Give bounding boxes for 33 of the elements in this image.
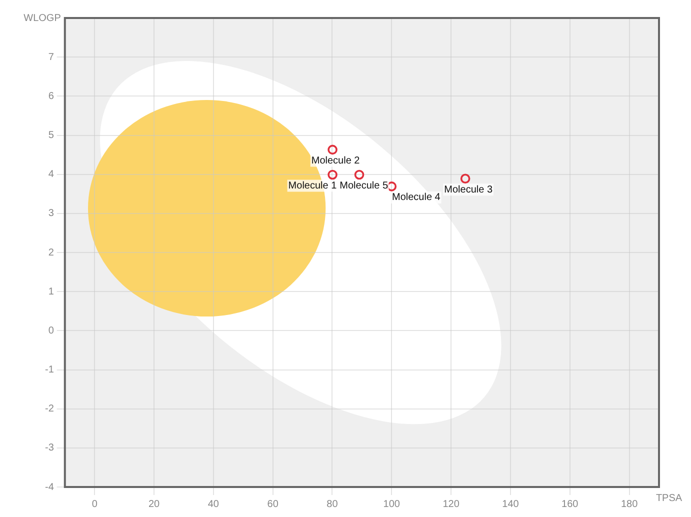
x-tick-label: 140 — [502, 498, 520, 510]
annotation: Molecule 3 — [444, 184, 493, 196]
y-tick-label: -1 — [44, 364, 54, 376]
x-tick-label: 0 — [92, 498, 98, 510]
x-tick-label: 60 — [267, 498, 279, 510]
point — [328, 144, 338, 155]
point — [460, 174, 470, 184]
x-tick-label: 100 — [383, 498, 400, 510]
x-tick-label: 180 — [620, 498, 638, 510]
y-tick-label: 3 — [48, 208, 54, 220]
x-tick-label: 160 — [562, 498, 579, 510]
point — [328, 170, 338, 180]
x-tick-label: 80 — [326, 498, 338, 510]
y-axis-title: WLOGP — [24, 12, 62, 24]
y-tick-label: -3 — [44, 442, 54, 454]
annotation: Molecule 5 — [340, 180, 388, 192]
annotation: Molecule 1 — [288, 180, 338, 192]
y-tick-label: 1 — [48, 286, 54, 298]
y-tick-label: 7 — [48, 52, 54, 63]
y-tick-label: 0 — [48, 325, 54, 336]
y-tick-label: 4 — [48, 169, 54, 180]
x-axis-title: TPSA — [656, 492, 682, 504]
y-tick-label: -2 — [44, 404, 54, 415]
point — [354, 170, 364, 180]
y-tick-label: -4 — [44, 482, 54, 493]
x-tick-label: 120 — [442, 498, 460, 510]
annotation: Molecule 2 — [311, 155, 360, 166]
y-tick-label: 5 — [48, 130, 54, 141]
annotation: Molecule 4 — [392, 192, 441, 204]
y-tick-label: 6 — [48, 90, 54, 102]
y-tick-label: 2 — [48, 247, 54, 258]
x-tick-label: 40 — [208, 498, 220, 510]
x-tick-label: 20 — [148, 498, 160, 510]
